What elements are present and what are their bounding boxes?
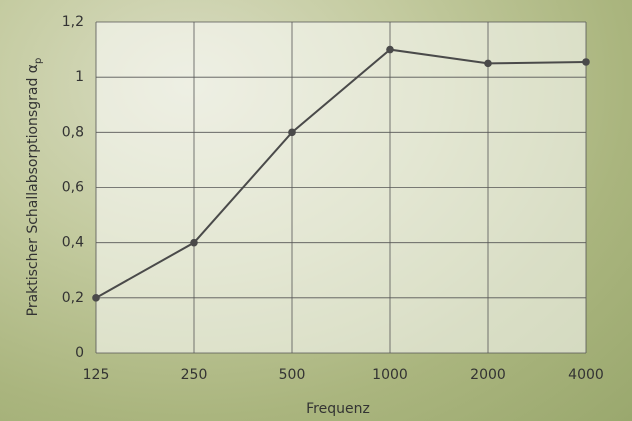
marker <box>190 239 198 247</box>
marker <box>484 60 492 68</box>
marker <box>386 46 394 54</box>
x-tick-label: 1000 <box>372 367 408 383</box>
x-tick-label: 2000 <box>470 367 506 383</box>
y-tick-label: 0 <box>75 345 84 361</box>
y-axis-label-subscript: p <box>33 58 44 64</box>
x-axis-label: Frequenz <box>306 401 370 417</box>
x-tick-label: 125 <box>83 367 110 383</box>
y-tick-label: 0,8 <box>62 124 84 140</box>
page: Frequenz Praktischer Schallabsorptionsgr… <box>0 0 632 421</box>
y-tick-label: 1 <box>75 69 84 85</box>
y-axis-label-main: Praktischer Schallabsorptionsgrad α <box>25 64 41 316</box>
y-tick-label: 0,6 <box>62 180 84 196</box>
x-tick-label: 500 <box>279 367 306 383</box>
chart: Frequenz Praktischer Schallabsorptionsgr… <box>0 0 632 421</box>
x-tick-label: 4000 <box>568 367 604 383</box>
y-tick-label: 0,2 <box>62 290 84 306</box>
marker <box>92 294 100 302</box>
y-tick-label: 0,4 <box>62 235 84 251</box>
marker <box>288 129 296 137</box>
y-tick-label: 1,2 <box>62 14 84 30</box>
marker <box>582 58 590 66</box>
y-axis-label: Praktischer Schallabsorptionsgrad αp <box>25 58 44 317</box>
x-tick-label: 250 <box>181 367 208 383</box>
